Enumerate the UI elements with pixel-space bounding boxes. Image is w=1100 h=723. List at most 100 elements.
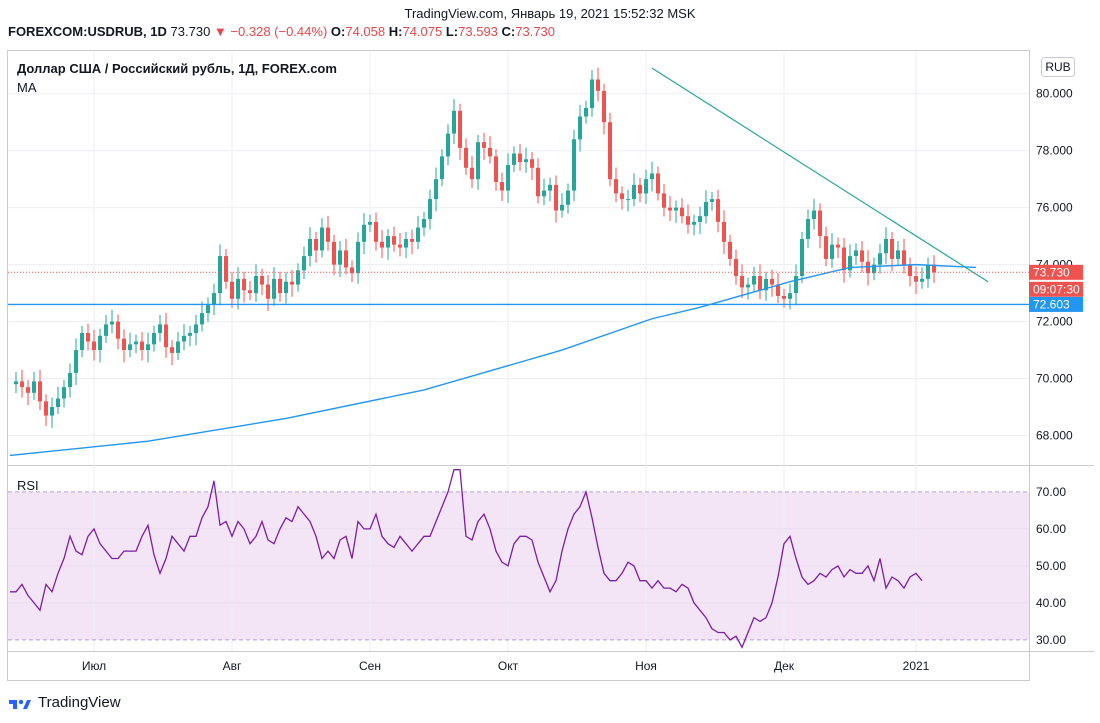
candle-body: [842, 247, 846, 271]
candle-body: [776, 284, 780, 296]
candle-body: [482, 142, 486, 148]
candle-body: [722, 221, 726, 242]
candle-body: [608, 122, 612, 180]
candle-body: [128, 344, 132, 351]
x-tick-label: Авг: [223, 659, 242, 673]
candle-body: [530, 159, 534, 168]
candle-body: [560, 204, 564, 211]
candle-body: [824, 236, 828, 259]
candle-body: [374, 221, 378, 242]
candle-body: [458, 110, 462, 148]
candle-body: [500, 182, 504, 191]
candle-body: [812, 210, 816, 220]
candle-body: [494, 156, 498, 183]
candle-body: [434, 179, 438, 200]
currency-button-label[interactable]: RUB: [1045, 60, 1070, 74]
candle-body: [650, 173, 654, 180]
candle-body: [68, 372, 72, 388]
candle-body: [428, 199, 432, 220]
symbol-label[interactable]: FOREXCOM:USDRUB, 1D: [8, 24, 167, 39]
candle-body: [290, 281, 294, 285]
candle-body: [368, 221, 372, 225]
candle-body: [218, 256, 222, 294]
y-tick-label: 70.000: [1036, 372, 1073, 386]
ma-line: [9, 263, 977, 457]
candle-body: [38, 381, 42, 402]
candle-body: [854, 250, 858, 257]
y-tick-label: 72.000: [1036, 315, 1073, 329]
x-tick-label: Сен: [359, 659, 381, 673]
candle-body: [44, 401, 48, 416]
candle-body: [758, 276, 762, 291]
low-label: L:: [445, 24, 459, 39]
rsi-tick-label: 50.00: [1036, 559, 1066, 573]
candle-body: [590, 79, 594, 108]
candle-body: [872, 264, 876, 274]
candle-body: [680, 207, 684, 217]
candle-body: [152, 332, 156, 345]
candle-body: [404, 238, 408, 248]
x-tick-label: Ноя: [635, 659, 657, 673]
level-tag-bg: [1029, 296, 1083, 312]
last-price-tag-bg: [1029, 264, 1083, 280]
ma-indicator-label[interactable]: MA: [17, 80, 37, 95]
candle-body: [182, 335, 186, 342]
candle-body: [566, 190, 570, 205]
candle-body: [908, 264, 912, 277]
candle-body: [332, 241, 336, 265]
grid: [8, 51, 1029, 651]
rsi-pane-title[interactable]: RSI: [17, 478, 39, 493]
candle-body: [308, 238, 312, 257]
candle-body: [452, 110, 456, 134]
candle-body: [932, 264, 936, 273]
candle-body: [326, 227, 330, 242]
candle-body: [266, 284, 270, 299]
candle-body: [602, 90, 606, 123]
chart-caption: TradingView.com, Январь 19, 2021 15:52:3…: [404, 6, 696, 21]
candle-body: [866, 261, 870, 274]
candle-body: [92, 341, 96, 351]
candle-body: [674, 207, 678, 211]
x-tick-label: Июл: [82, 659, 106, 673]
currency-button[interactable]: [1041, 57, 1075, 77]
candle-body: [440, 156, 444, 180]
candle-body: [26, 387, 30, 393]
candle-body: [884, 238, 888, 254]
x-tick-label: Дек: [774, 659, 795, 673]
candle-body: [98, 335, 102, 351]
candle-body: [770, 278, 774, 285]
candle-body: [146, 344, 150, 351]
candle-body: [206, 304, 210, 314]
candle-body: [752, 276, 756, 285]
rsi-plot: [10, 469, 923, 649]
candle-body: [668, 207, 672, 211]
candle-body: [488, 147, 492, 157]
candle-body: [542, 190, 546, 197]
candle-body: [422, 219, 426, 228]
candle-body: [632, 184, 636, 200]
footer-brand[interactable]: TradingView: [8, 694, 121, 711]
candle-body: [338, 250, 342, 265]
candle-body: [728, 241, 732, 259]
candle-body: [398, 244, 402, 248]
candle-body: [230, 281, 234, 299]
candle-body: [926, 264, 930, 279]
candle-body: [818, 210, 822, 237]
candle-body: [746, 284, 750, 288]
candle-body: [380, 241, 384, 248]
candle-body: [386, 236, 390, 248]
overlays: [8, 67, 1029, 457]
candle-body: [14, 381, 18, 385]
candle-body: [170, 347, 174, 353]
candle-body: [644, 179, 648, 194]
candle-body: [74, 350, 78, 373]
last-price: 73.730: [170, 24, 211, 39]
candle-body: [740, 276, 744, 288]
candle-body: [536, 167, 540, 197]
price-change: −0.328 (−0.44%): [230, 24, 328, 39]
candle-body: [350, 267, 354, 274]
candle-body: [578, 116, 582, 140]
candle-body: [254, 276, 258, 294]
candle-body: [692, 221, 696, 225]
